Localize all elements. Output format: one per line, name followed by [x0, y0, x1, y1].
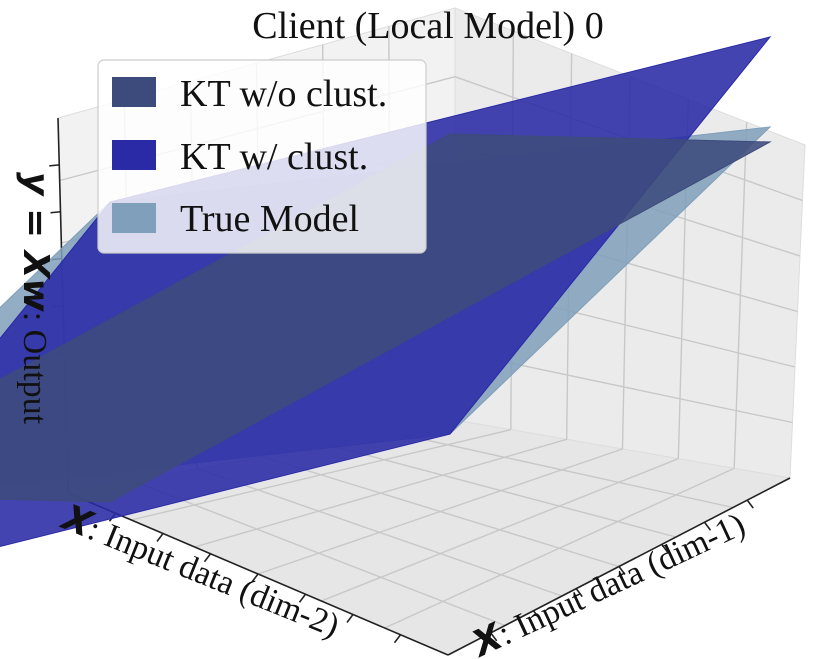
- x-tick: [703, 521, 712, 531]
- legend-swatch-0: [112, 77, 156, 107]
- legend-label-2: True Model: [180, 198, 359, 240]
- x-tick: [618, 566, 626, 575]
- x-tick: [532, 610, 541, 620]
- legend-swatch-2: [112, 203, 156, 233]
- chart-title: Client (Local Model) 0: [252, 5, 603, 47]
- x-tick: [746, 499, 754, 509]
- z-tick: [50, 210, 61, 214]
- svg-text:y = Xw: Output: y = Xw: Output: [15, 172, 56, 425]
- legend-label-1: KT w/ clust.: [180, 136, 368, 178]
- x-tick: [661, 543, 669, 553]
- z-axis-text: : Output: [16, 312, 53, 425]
- grid-line: [390, 431, 734, 509]
- y-tick: [156, 533, 164, 542]
- y-tick: [203, 553, 212, 563]
- legend-box: [97, 59, 427, 254]
- legend-swatch-1: [112, 140, 156, 170]
- legend: KT w/o clust. KT w/ clust. True Model: [97, 59, 427, 254]
- legend-label-0: KT w/o clust.: [180, 73, 387, 115]
- z-axis-symbol: y = Xw: [15, 172, 56, 312]
- y-tick: [251, 573, 259, 583]
- y-tick: [393, 634, 402, 644]
- surface-0: [0, 133, 772, 503]
- x-tick: [575, 588, 583, 598]
- z-tick: [49, 164, 60, 167]
- x-tick: [490, 632, 498, 642]
- z-axis-label: y = Xw: Output: [15, 172, 56, 425]
- y-tick: [298, 593, 307, 603]
- y-tick: [346, 614, 354, 623]
